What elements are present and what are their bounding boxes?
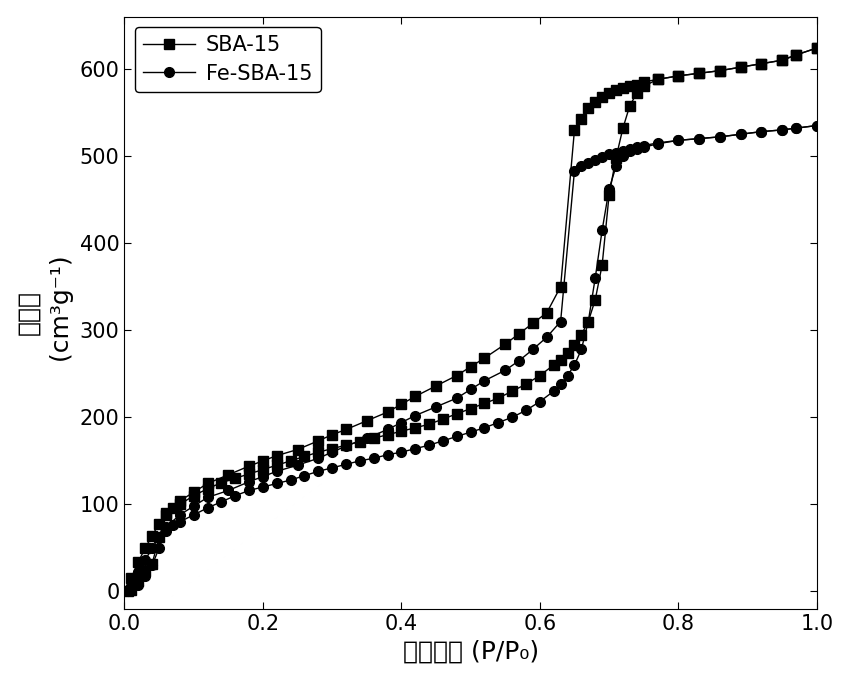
SBA-15 [777,56,787,65]
Fe-SBA-15 [258,483,268,491]
Fe-SBA-15 [122,588,133,596]
SBA-15 [597,261,607,269]
Y-axis label: 吸附量
 (cm³g⁻¹): 吸附量 (cm³g⁻¹) [17,256,74,370]
Fe-SBA-15 [597,226,607,234]
Fe-SBA-15 [812,122,822,130]
X-axis label: 相对压力 (P/P₀): 相对压力 (P/P₀) [403,639,539,663]
SBA-15 [638,82,649,90]
Fe-SBA-15 [638,143,649,152]
SBA-15 [812,44,822,52]
Legend: SBA-15, Fe-SBA-15: SBA-15, Fe-SBA-15 [135,27,320,92]
Line: SBA-15: SBA-15 [123,43,822,596]
SBA-15 [570,341,580,349]
Fe-SBA-15 [570,361,580,369]
SBA-15 [258,466,268,474]
Fe-SBA-15 [244,486,254,494]
SBA-15 [244,470,254,478]
SBA-15 [122,588,133,596]
Line: Fe-SBA-15: Fe-SBA-15 [123,120,822,596]
Fe-SBA-15 [777,126,787,134]
